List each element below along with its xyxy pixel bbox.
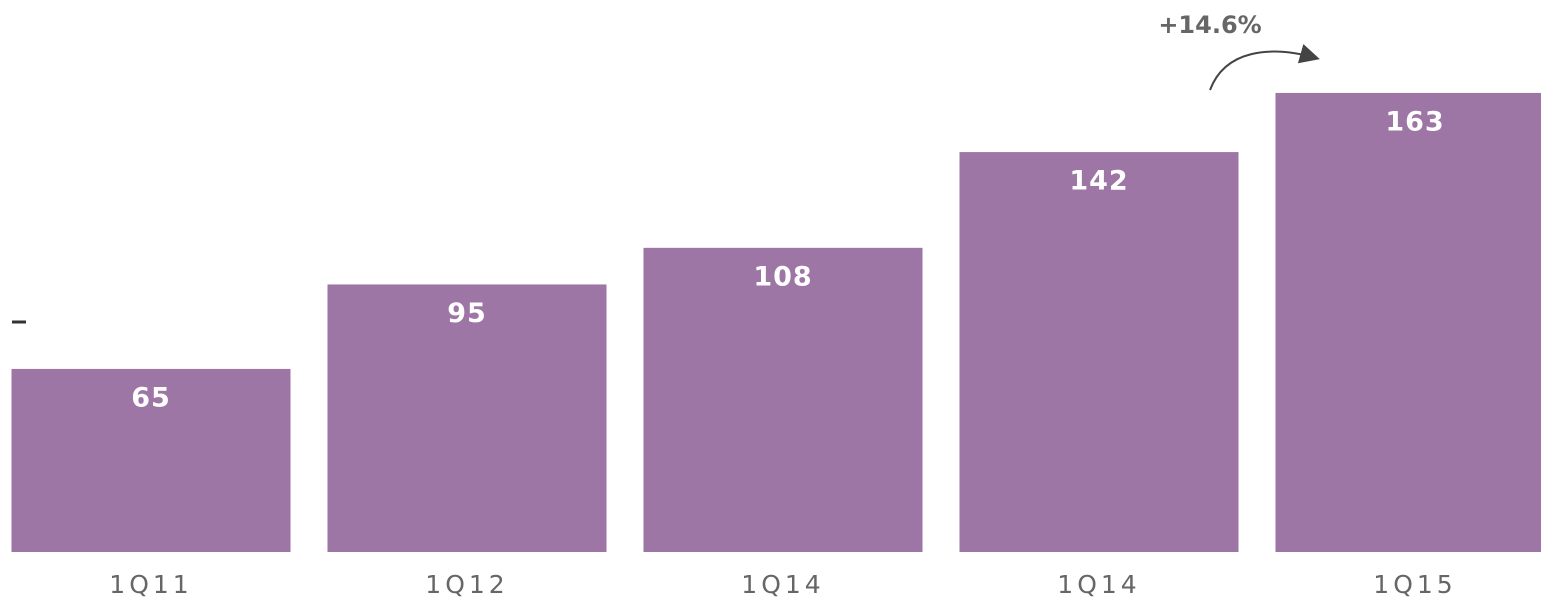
x-tick-label: 1Q11: [109, 570, 192, 599]
annotation: +14.6%: [1158, 11, 1261, 39]
x-tick-label: 1Q14: [741, 570, 824, 599]
value-label: 163: [1385, 106, 1444, 137]
x-tick-label: 1Q15: [1373, 570, 1456, 599]
bar: [644, 248, 923, 552]
bar: [1276, 93, 1541, 552]
value-label: 142: [1069, 166, 1128, 197]
x-tick-label: 1Q14: [1057, 570, 1140, 599]
value-label: 108: [753, 261, 812, 292]
value-label: 95: [447, 298, 487, 329]
bar: [960, 152, 1239, 552]
x-tick-label: 1Q12: [425, 570, 508, 599]
value-label: 65: [131, 382, 171, 413]
growth-arrow: [1210, 52, 1316, 90]
